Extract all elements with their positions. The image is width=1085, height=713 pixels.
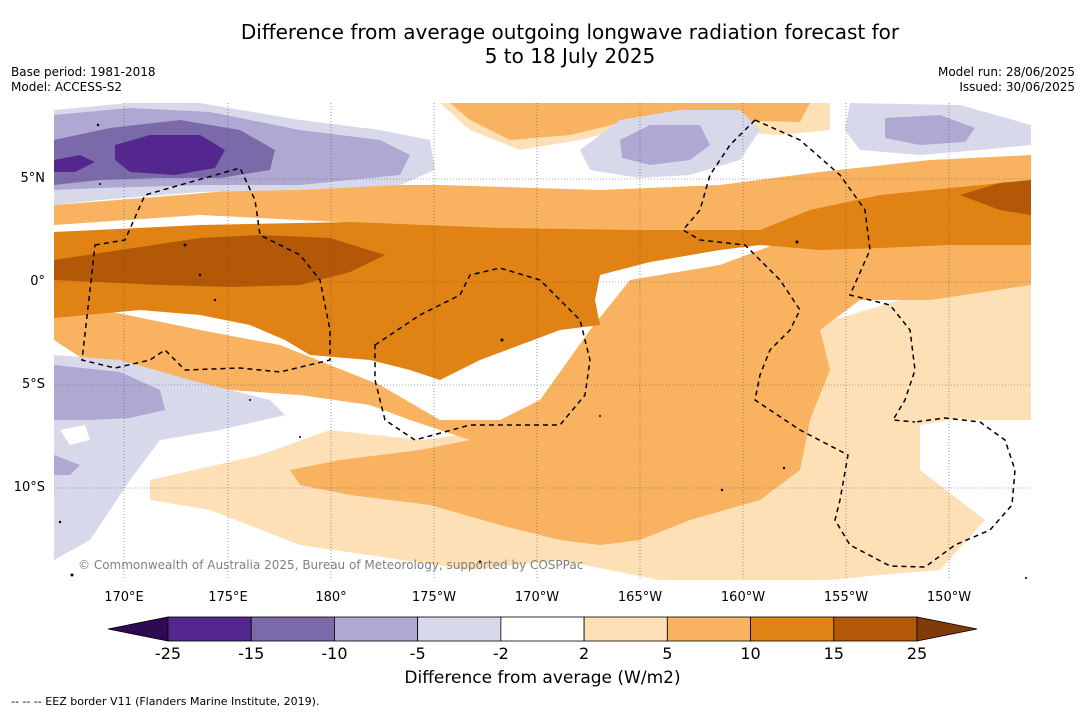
lon-label-180: 180° [315,590,347,605]
lon-label-170w: 170°W [514,590,560,605]
colorbar-tick-label: -5 [409,644,426,663]
lon-label-155w: 155°W [823,590,869,605]
anomaly-region-white-sw [60,425,90,445]
lon-label-160w: 160°W [720,590,766,605]
anomaly-region-10-15 [54,180,1031,380]
colorbar-tick-label: -10 [321,644,348,663]
anomaly-region-neg-15-25-nw [54,135,225,175]
colorbar [107,616,978,642]
anomaly-region-white-se [920,418,1015,515]
colorbar-bin [750,616,835,642]
colorbar-extend-high [916,616,978,642]
anomaly-region-neg-5-10-sw [54,365,165,475]
lon-label-175e: 175°E [208,590,248,605]
lat-label-5n: 5°N [20,171,46,186]
anomaly-fill-layer [54,103,1031,580]
meta-left: Base period: 1981-2018 Model: ACCESS-S2 [11,65,156,95]
lat-label-0: 0° [30,274,45,289]
colorbar-tick-label: 2 [579,644,590,663]
colorbar-tick-label: 25 [906,644,928,663]
base-period: Base period: 1981-2018 [11,65,156,79]
colorbar-extend-low [107,616,169,642]
colorbar-tick-label: 10 [740,644,761,663]
copyright-credit: © Commonwealth of Australia 2025, Bureau… [78,558,584,572]
anomaly-region-5-10-north [54,155,1031,240]
meta-right: Model run: 28/06/2025 Issued: 30/06/2025 [938,65,1075,95]
lon-label-165w: 165°W [617,590,663,605]
eez-legend-note: -- -- -- EEZ border V11 (Flanders Marine… [11,695,320,708]
colorbar-bin [833,616,918,642]
colorbar-bin [250,616,335,642]
lat-label-10s: 10°S [13,480,45,495]
colorbar-tick-label: -2 [492,644,509,663]
model-run: Model run: 28/06/2025 [937,65,1075,79]
title-line-2: 5 to 18 July 2025 [484,44,656,68]
colorbar-bin [583,616,668,642]
colorbar-bin [417,616,502,642]
colorbar-tick-label: -15 [238,644,265,663]
chart-title: Difference from average outgoing longwav… [0,20,1085,68]
lon-label-170e: 170°E [104,590,144,605]
lon-label-175w: 175°W [411,590,457,605]
graticule [54,103,1031,580]
islands [58,123,1027,579]
lon-label-150w: 150°W [926,590,972,605]
colorbar-bin [666,616,751,642]
anomaly-region-5-10-central [54,195,1031,545]
colorbar-bin [500,616,585,642]
colorbar-label: Difference from average (W/m2) [404,668,681,688]
colorbar-tick-label: 15 [823,644,844,663]
title-line-1: Difference from average outgoing longwav… [240,20,900,44]
colorbar-tick-label: 5 [662,644,673,663]
colorbar-bin [334,616,419,642]
issued-date: Issued: 30/06/2025 [959,80,1075,94]
model-name: Model: ACCESS-S2 [11,80,123,94]
anomaly-region-neg-5-10-ne [885,115,975,145]
eez-borders [81,119,1016,568]
anomaly-region-neg-5-10-north-central [620,125,710,165]
colorbar-tick-label: -25 [154,644,182,663]
lat-label-5s: 5°S [21,377,45,392]
anomaly-region-15-25-east [960,180,1031,215]
colorbar-bin [167,616,252,642]
anomaly-region-15-25-west [54,235,385,287]
